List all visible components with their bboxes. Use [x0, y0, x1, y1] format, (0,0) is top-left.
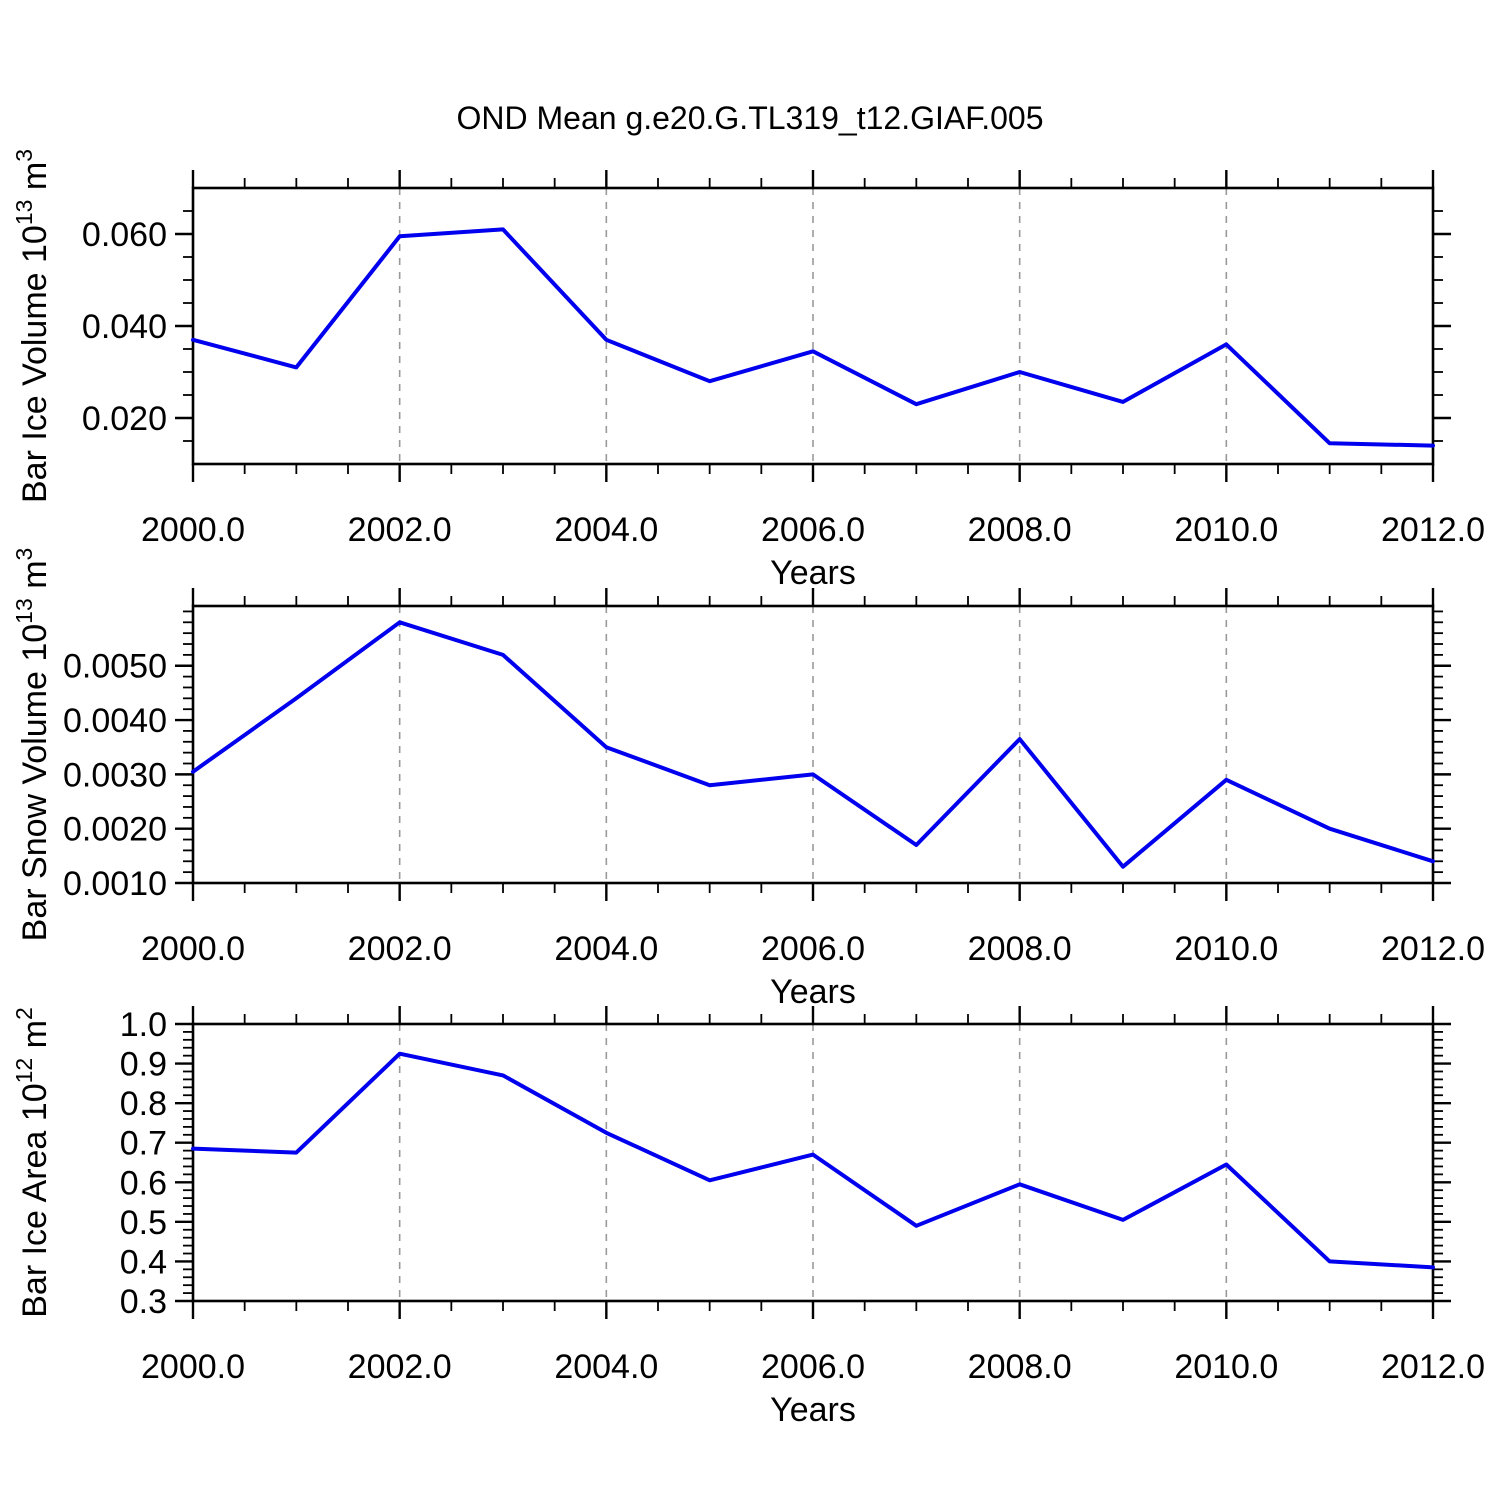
- x-axis-title: Years: [770, 554, 856, 592]
- data-line-series: [191, 620, 1435, 869]
- y-tick-label: 0.040: [82, 308, 167, 346]
- x-tick-label: 2002.0: [348, 1348, 452, 1386]
- x-tick-label: 2006.0: [761, 511, 865, 549]
- x-tick-label: 2002.0: [348, 930, 452, 968]
- x-tick-label: 2008.0: [968, 1348, 1072, 1386]
- x-tick-label: 2000.0: [141, 930, 245, 968]
- x-tick-label: 2010.0: [1174, 930, 1278, 968]
- y-tick-label: 0.0020: [63, 811, 167, 849]
- y-tick-label: 0.020: [82, 400, 167, 438]
- y-tick-label: 0.0050: [63, 648, 167, 686]
- y-tick-label: 0.6: [120, 1164, 167, 1202]
- x-tick-label: 2012.0: [1381, 511, 1485, 549]
- x-tick-label: 2008.0: [968, 511, 1072, 549]
- y-tick-label: 0.5: [120, 1204, 167, 1242]
- y-tick-label: 0.8: [120, 1085, 167, 1123]
- y-tick-label: 0.9: [120, 1046, 167, 1084]
- y-axis-title: Bar Ice Volume 1013 m3: [11, 149, 54, 503]
- x-tick-label: 2002.0: [348, 511, 452, 549]
- y-tick-label: 0.3: [120, 1283, 167, 1321]
- y-tick-label: 0.0030: [63, 756, 167, 794]
- y-tick-label: 1.0: [120, 1006, 167, 1044]
- x-tick-label: 2000.0: [141, 511, 245, 549]
- plot-border: [191, 186, 1435, 466]
- x-tick-label: 2010.0: [1174, 511, 1278, 549]
- x-tick-label: 2006.0: [761, 1348, 865, 1386]
- page-title: OND Mean g.e20.G.TL319_t12.GIAF.005: [456, 100, 1044, 136]
- data-line-series: [191, 1051, 1435, 1270]
- y-tick-label: 0.0040: [63, 702, 167, 740]
- x-tick-label: 2008.0: [968, 930, 1072, 968]
- x-tick-label: 2010.0: [1174, 1348, 1278, 1386]
- y-tick-label: 0.7: [120, 1125, 167, 1163]
- x-tick-label: 2012.0: [1381, 1348, 1485, 1386]
- x-tick-label: 2000.0: [141, 1348, 245, 1386]
- plot-border: [191, 604, 1435, 885]
- y-tick-label: 0.060: [82, 216, 167, 254]
- y-axis-title: Bar Ice Area 1012 m2: [11, 1007, 54, 1318]
- y-tick-label: 0.4: [120, 1243, 167, 1281]
- chart-panel-3: 0.30.40.50.60.70.80.91.0 2000.0 2002.0 2004…: [11, 1006, 1485, 1429]
- x-tick-label: 2004.0: [554, 1348, 658, 1386]
- x-tick-label: 2004.0: [554, 930, 658, 968]
- chart-panel-1: 0.020 0.040 0.060 2000.0 2002.0 2004.0 2006.0 2…: [11, 149, 1485, 592]
- plot-border: [191, 1022, 1435, 1303]
- x-tick-label: 2006.0: [761, 930, 865, 968]
- data-line-series: [191, 227, 1435, 448]
- x-tick-label: 2004.0: [554, 511, 658, 549]
- x-axis-title: Years: [770, 973, 856, 1011]
- x-axis-title: Years: [770, 1391, 856, 1429]
- chart-panel-2: 0.0010 0.0020 0.0030 0.0040 0.0050 2000.0 2002…: [11, 548, 1485, 1011]
- y-axis-title: Bar Snow Volume 1013 m3: [11, 548, 54, 942]
- x-tick-label: 2012.0: [1381, 930, 1485, 968]
- y-tick-label: 0.0010: [63, 865, 167, 903]
